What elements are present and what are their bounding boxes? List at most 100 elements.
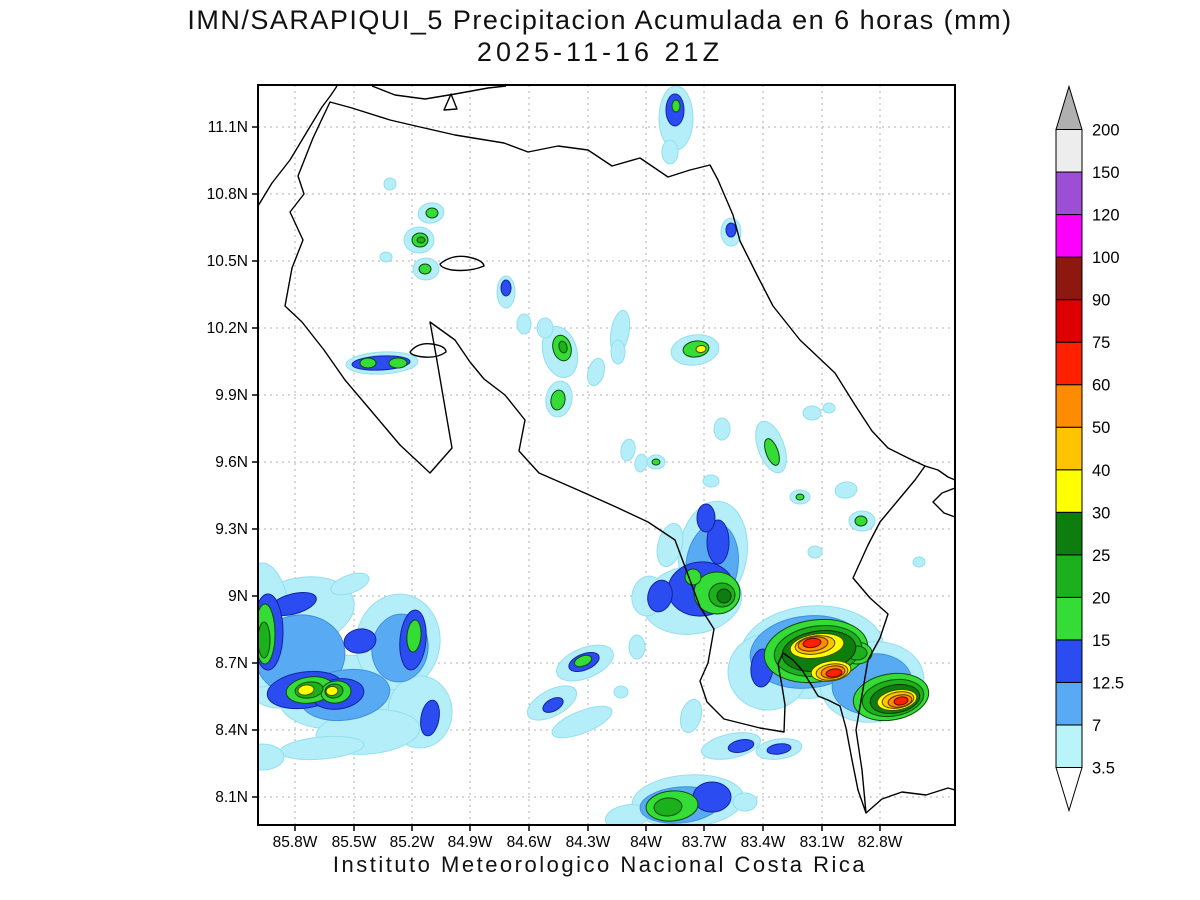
footer-text: Instituto Meteorologico Nacional Costa R…: [332, 852, 868, 877]
colorbar-label: 25: [1092, 547, 1110, 565]
precip-blob-level-30: [297, 684, 315, 696]
precip-blob-level-3.5: [610, 339, 626, 365]
precip-blob-level-20: [258, 621, 271, 659]
precip-blob-level-3.5: [516, 313, 532, 335]
colorbar-label: 75: [1092, 334, 1110, 352]
y-tick-label: 8.1N: [215, 789, 248, 806]
precip-blob-level-15: [684, 568, 702, 586]
precip-blob-level-15: [406, 619, 422, 653]
precip-blob-level-3.5: [656, 523, 684, 567]
panama-pacific-coast: [865, 787, 955, 814]
y-tick-label: 9.9N: [215, 387, 248, 404]
precip-blob-level-20: [558, 340, 568, 354]
colorbar-segment: [1055, 426, 1083, 471]
x-tick-label: 84W: [630, 834, 662, 851]
precip-blob-level-3.5: [279, 735, 365, 761]
precip-blob-level-12.5: [696, 503, 716, 533]
colorbar-label: 200: [1092, 122, 1120, 140]
lake-arenal: [439, 255, 485, 272]
coastlines: [258, 85, 955, 814]
y-tick-label: 10.2N: [207, 320, 248, 337]
precip-blob-level-12.5: [706, 519, 730, 565]
x-tick-label: 85.2W: [390, 834, 435, 851]
precip-blob-level-15: [651, 458, 661, 466]
colorbar-over-triangle: [1055, 84, 1083, 130]
y-tick-label: 10.8N: [207, 186, 248, 203]
precip-blob-level-60: [825, 668, 843, 678]
x-tick-label: 85.5W: [332, 834, 377, 851]
colorbar-label: 12.5: [1092, 674, 1124, 692]
colorbar-segment: [1055, 554, 1083, 598]
precip-blob-level-12.5: [500, 279, 512, 297]
axis-ticks: [252, 126, 881, 831]
lake-nicaragua-shore: [371, 85, 507, 100]
precip-blob-level-3.5: [586, 357, 606, 387]
chira-island: [409, 342, 447, 358]
colorbar-label: 3.5: [1092, 760, 1115, 778]
lake-island: [443, 93, 458, 111]
x-tick-label: 84.3W: [566, 834, 611, 851]
precip-blob-level-12.5: [647, 579, 673, 613]
x-tick-label: 84.9W: [448, 834, 493, 851]
colorbar: 200 150 120 100 90 75 60 50 40 30 25 20 15 12.5 7 3.5: [1055, 84, 1124, 813]
colorbar-label: 150: [1092, 164, 1120, 182]
colorbar-label: 60: [1092, 377, 1110, 395]
precip-blob-level-25: [716, 588, 732, 604]
colorbar-segment: [1055, 341, 1083, 386]
precip-blob-level-3.5: [551, 705, 613, 739]
colorbar-segment: [1055, 596, 1083, 641]
costa-rica-outline: [284, 101, 926, 814]
colorbar-segment: [1055, 171, 1083, 216]
precip-blob-level-15: [388, 357, 408, 369]
precip-blob-level-12.5: [542, 697, 564, 713]
precip-blob-level-15: [573, 654, 593, 668]
precip-blob-level-15: [425, 207, 439, 219]
precip-blob-level-15: [550, 389, 566, 411]
precip-blob-level-3.5: [258, 743, 285, 771]
x-tick-label: 83.4W: [741, 834, 786, 851]
precip-blob-level-12.5: [725, 222, 737, 238]
precip-blob-level-15: [764, 438, 780, 466]
precip-blob-level-30: [695, 344, 707, 354]
y-tick-label: 10.5N: [207, 253, 248, 270]
precip-blob-level-20: [416, 236, 426, 244]
precip-blob-level-60: [802, 637, 822, 649]
precip-blob-level-3.5: [802, 405, 822, 421]
precip-blob-level-3.5: [732, 792, 758, 812]
x-tick-label: 82.8W: [858, 834, 903, 851]
colorbar-segment: [1055, 214, 1083, 258]
precip-blob-level-60: [893, 696, 909, 706]
nicaragua-coast: [258, 85, 338, 207]
precip-blob-level-3.5: [620, 438, 636, 462]
precip-blob-level-3.5: [628, 634, 646, 660]
x-tick-label: 84.6W: [507, 834, 552, 851]
precip-blob-level-3.5: [912, 556, 926, 568]
precip-blob-level-15: [795, 493, 805, 501]
precip-blob-level-15: [671, 99, 681, 113]
precip-blob-level-3.5: [702, 474, 720, 488]
precip-blob-level-3.5: [613, 685, 629, 699]
colorbar-label: 40: [1092, 462, 1110, 480]
x-tick-label: 85.8W: [273, 834, 318, 851]
colorbar-segment: [1055, 724, 1083, 769]
precip-blob-level-12.5: [420, 699, 440, 737]
y-tick-label: 9.6N: [215, 454, 248, 471]
panama-caribbean-coast: [924, 465, 955, 481]
axis-labels: 85.8W 85.5W 85.2W 84.9W 84.6W 84.3W 84W 83.7W 83…: [207, 119, 903, 851]
colorbar-segment: [1055, 681, 1083, 726]
y-tick-label: 9.3N: [215, 521, 248, 538]
precip-blob-level-3.5: [661, 139, 679, 165]
precip-blob-level-15: [418, 263, 432, 275]
colorbar-segment: [1055, 384, 1083, 428]
precip-blob-level-15: [359, 357, 377, 369]
colorbar-segment: [1055, 469, 1083, 513]
colorbar-label: 90: [1092, 292, 1110, 310]
precip-blob-level-3.5: [383, 177, 397, 191]
precip-blob-level-3.5: [834, 481, 858, 499]
page-title: IMN/SARAPIQUI_5 Precipitacion Acumulada …: [187, 5, 1013, 35]
colorbar-under-triangle: [1055, 767, 1083, 813]
precip-blob-level-30: [325, 685, 339, 697]
colorbar-label: 15: [1092, 632, 1110, 650]
precip-blob-level-12.5: [727, 739, 755, 753]
